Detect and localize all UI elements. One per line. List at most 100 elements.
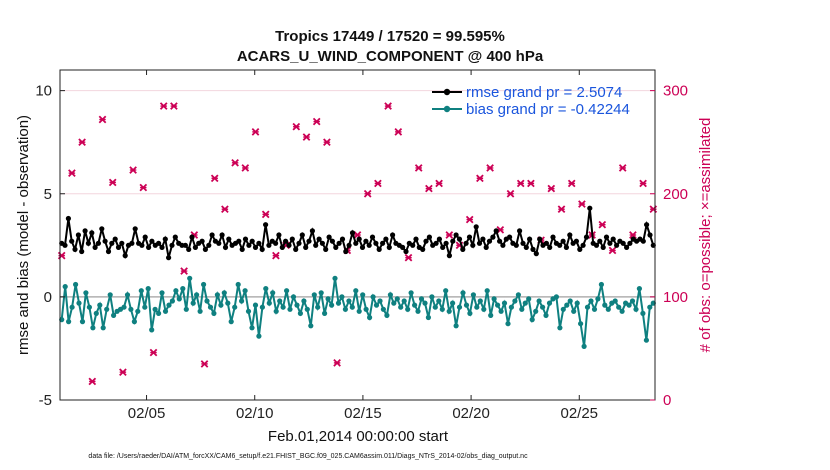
bias-point	[135, 308, 141, 314]
obs-marker	[384, 102, 392, 110]
bias-point	[228, 319, 234, 325]
rmse-point	[373, 240, 379, 246]
bias-point	[643, 337, 650, 343]
rmse-point	[343, 248, 349, 255]
rmse-point	[587, 205, 593, 211]
bias-point	[446, 308, 452, 314]
bias-point	[332, 275, 338, 281]
bias-point	[297, 310, 303, 316]
obs-marker	[302, 133, 311, 141]
rmse-point	[466, 234, 473, 240]
rmse-point	[189, 234, 195, 240]
bias-point	[152, 306, 158, 312]
y2-tick-label: 100	[663, 289, 688, 306]
bias-point	[197, 308, 203, 314]
bias-point	[162, 308, 169, 314]
rmse-point	[463, 240, 469, 246]
bias-point	[111, 312, 117, 318]
rmse-point	[563, 244, 570, 250]
rmse-point	[79, 248, 85, 255]
bias-point	[571, 308, 577, 314]
bias-point	[263, 286, 269, 292]
obs-marker	[506, 189, 515, 198]
bias-point	[259, 304, 265, 310]
rmse-point	[600, 244, 606, 250]
rmse-point	[390, 232, 396, 238]
obs-marker	[312, 117, 321, 126]
rmse-point	[276, 232, 282, 238]
bias-point	[450, 300, 456, 306]
obs-marker	[139, 183, 148, 192]
obs-marker	[557, 205, 566, 214]
y2-tick-label: 200	[663, 186, 688, 203]
bias-point	[477, 298, 483, 304]
obs-marker	[486, 164, 494, 172]
bias-point	[367, 314, 373, 321]
rmse-point	[169, 242, 175, 248]
bias-point	[280, 304, 286, 310]
rmse-point	[627, 240, 633, 246]
rmse-point	[206, 242, 212, 248]
rmse-point	[112, 236, 118, 242]
chart-title-line2: ACARS_U_WIND_COMPONENT @ 400 hPa	[237, 48, 544, 65]
rmse-point	[413, 236, 419, 242]
obs-marker	[639, 179, 647, 188]
bias-point	[595, 296, 601, 302]
x-tick-label: 02/10	[236, 405, 274, 422]
bias-point	[501, 300, 508, 306]
y-tick-label: 0	[44, 289, 52, 306]
obs-marker	[159, 102, 168, 110]
bias-point	[287, 306, 293, 312]
bias-point	[83, 290, 89, 296]
rmse-point	[306, 238, 312, 244]
rmse-point	[146, 244, 152, 250]
bias-point	[401, 298, 407, 304]
bias-point	[294, 302, 300, 308]
obs-marker	[547, 184, 556, 193]
bias-point	[207, 304, 214, 310]
bias-point	[405, 306, 411, 312]
obs-marker	[149, 348, 158, 357]
bias-point	[584, 304, 591, 310]
bias-point	[249, 325, 255, 331]
bias-point	[218, 302, 224, 308]
bias-point	[526, 296, 532, 302]
bias-point	[66, 319, 72, 325]
obs-marker	[608, 246, 617, 255]
rmse-point	[443, 240, 449, 246]
bias-point	[277, 298, 283, 304]
rmse-point	[216, 240, 222, 246]
rmse-point	[156, 240, 162, 246]
rmse-point	[366, 242, 372, 248]
rmse-point	[533, 251, 539, 257]
rmse-point	[256, 240, 262, 246]
rmse-point	[543, 240, 550, 246]
bias-point	[602, 302, 608, 308]
rmse-point	[436, 236, 442, 242]
bias-point	[62, 284, 68, 290]
bias-point	[467, 310, 473, 316]
rmse-point	[446, 253, 452, 259]
rmse-point	[603, 234, 610, 240]
bias-point	[180, 286, 186, 292]
rmse-point	[583, 234, 590, 240]
rmse-point	[263, 222, 269, 228]
bias-point	[156, 310, 162, 316]
bias-point	[512, 298, 518, 304]
rmse-point	[129, 240, 135, 246]
rmse-point	[420, 246, 426, 252]
bias-point	[581, 343, 587, 349]
rmse-point	[527, 236, 533, 242]
bias-point	[373, 302, 380, 308]
rmse-point	[95, 240, 101, 246]
bias-point	[616, 304, 622, 310]
rmse-point	[109, 240, 115, 246]
rmse-point	[339, 236, 346, 242]
bias-point	[533, 308, 539, 314]
rmse-point	[279, 244, 285, 250]
rmse-point	[346, 242, 352, 248]
obs-marker	[476, 174, 484, 183]
bias-point	[149, 327, 155, 333]
rmse-point	[289, 236, 295, 242]
obs-marker	[425, 184, 433, 193]
